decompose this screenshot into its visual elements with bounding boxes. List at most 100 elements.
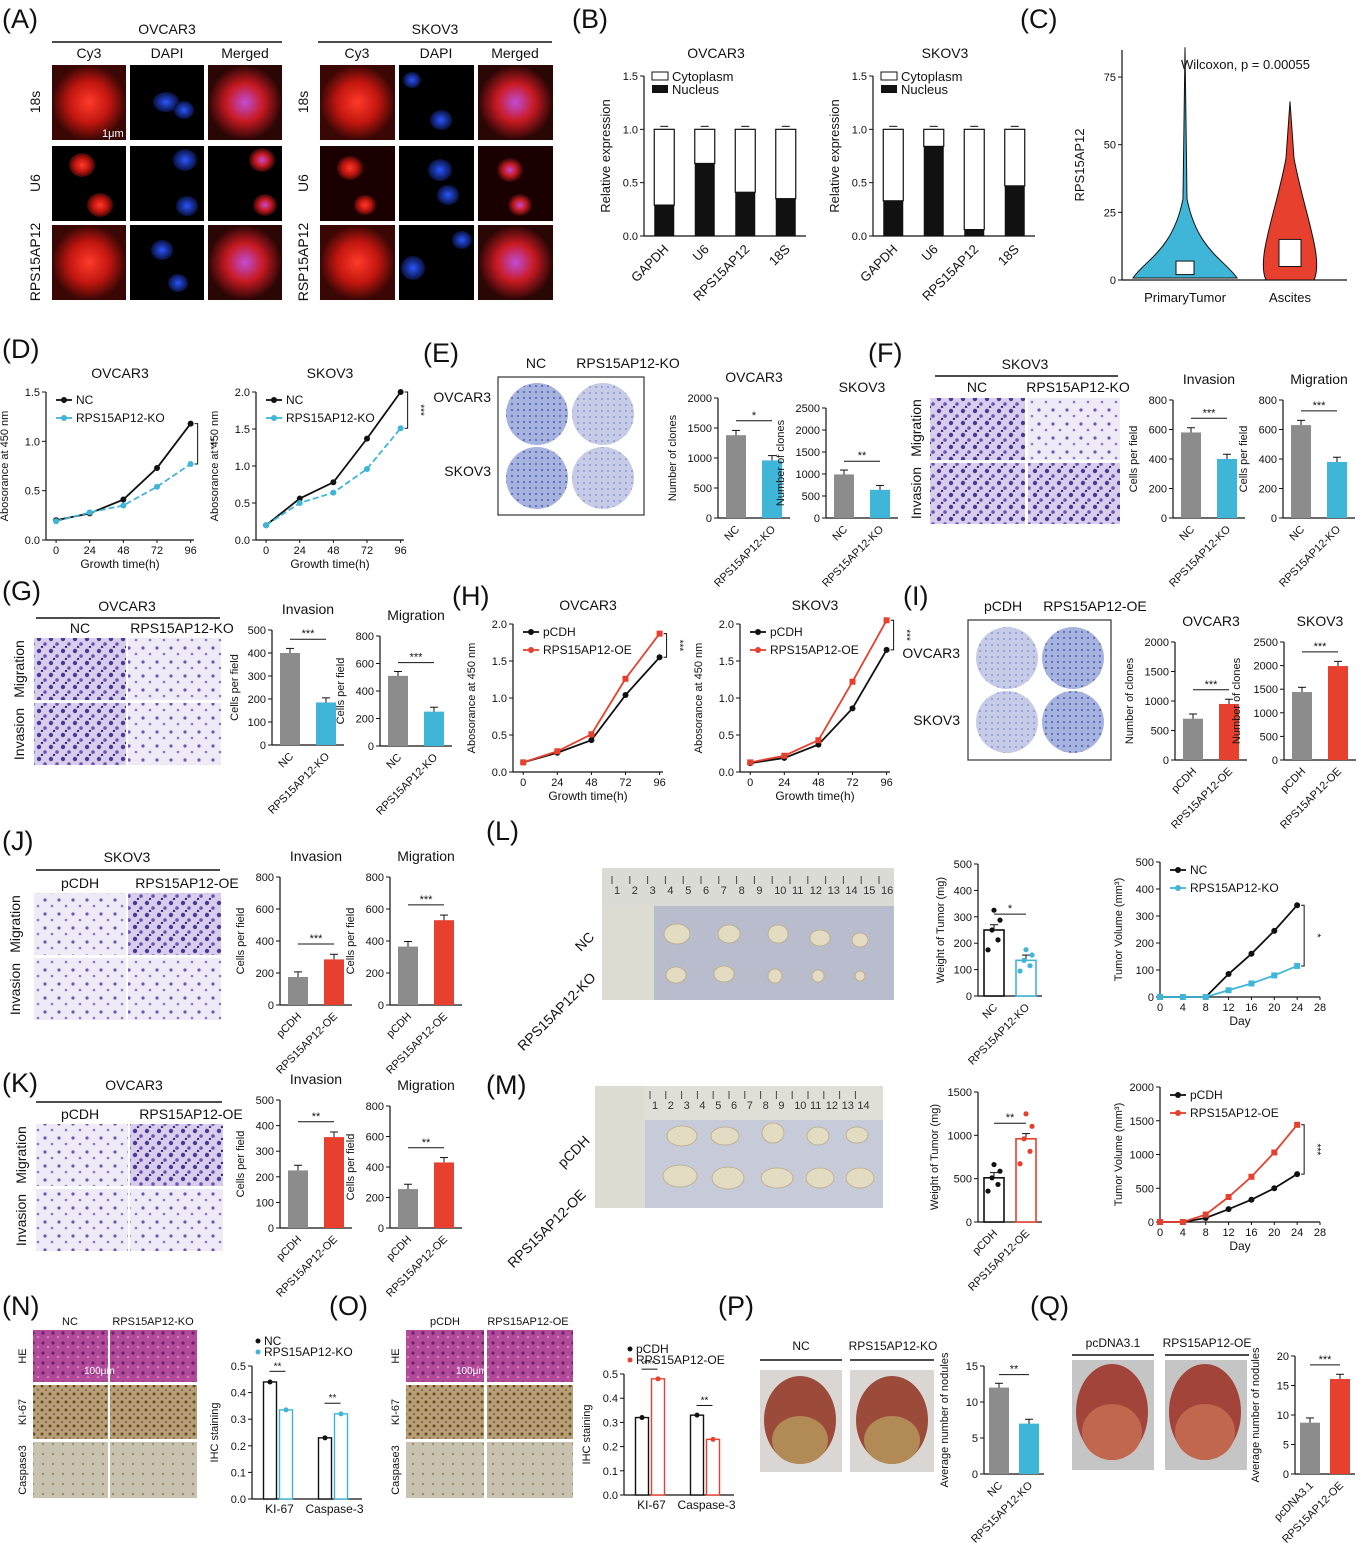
- d-chart-2-ylabel: Abosorance at 450 nm: [209, 411, 221, 522]
- rulerL-tick-label: 5: [685, 885, 691, 897]
- k-chart-2-ylabel: Cells per field: [345, 1134, 357, 1201]
- m-volume-chart-legend-label: RPS15AP12-OE: [1190, 1106, 1279, 1120]
- b-chart-2-bar-cyto: [923, 128, 945, 147]
- b-chart-2-bar-cyto: [1004, 128, 1026, 187]
- rulerL-tick-label: 10: [774, 885, 786, 897]
- k-chart-1-bar: [324, 1137, 344, 1228]
- rulerM-tick-label: 13: [842, 1100, 854, 1112]
- n-chart-sig: **: [329, 1393, 337, 1404]
- a-row-2: U6: [27, 174, 43, 192]
- l-weight-chart-dot: [995, 937, 1001, 943]
- l-volume-chart-ytick-label: 300: [1136, 911, 1154, 923]
- m-volume-chart-sig: ***: [1311, 1144, 1322, 1156]
- o-chart-dot: [710, 1436, 716, 1442]
- g-chart-2-bar: [424, 711, 444, 746]
- n-chart-dot: [267, 1379, 273, 1385]
- b-chart-2-legend-swatch-nuc: [881, 85, 897, 93]
- p-chart-bar: [1019, 1423, 1039, 1474]
- h-chart-1-sig: ***: [674, 640, 685, 652]
- e-col-2: RPS15AP12-KO: [576, 355, 680, 371]
- m-weight-chart-dot: [1023, 1111, 1029, 1117]
- d-chart-2-legend-marker: [271, 415, 277, 421]
- d-chart-1-point: [187, 461, 194, 468]
- e-chart-1-xtick-label: RPS15AP12-KO: [712, 523, 778, 589]
- i-chart-2-ytick-label: 500: [1260, 731, 1278, 743]
- rulerL-tick-label: 1: [614, 885, 620, 897]
- q-chart-ytick-label: 15: [1277, 1381, 1289, 1393]
- panel-label-h: (H): [452, 581, 489, 611]
- d-chart-1-ytick-label: 1.0: [25, 436, 40, 448]
- m-volume-chart-ylabel: Tumor Volume (mm³): [1113, 1103, 1125, 1207]
- e-chart-1-ytick-label: 1000: [688, 453, 712, 465]
- j-chart-2: 0 200 400 600 800 Migration Cells per field pCD…: [345, 848, 462, 1077]
- l-volume-chart-ylabel: Tumor Volume (mm³): [1113, 878, 1125, 982]
- n-col-1: NC: [62, 1316, 78, 1328]
- panel-q-text: pcDNA3.1 RPS15AP12-OE: [1086, 1336, 1252, 1350]
- i-chart-2-bar: [1328, 666, 1348, 760]
- f-chart-1-ytick-label: 800: [1149, 395, 1167, 407]
- f-chart-2: 0 200 400 600 800 Migration Cells per field NCR…: [1238, 371, 1355, 590]
- g-chart-1-sig: ***: [302, 628, 316, 640]
- n-chart-ytick-label: 0.3: [231, 1414, 246, 1426]
- l-volume-chart-point: [1271, 972, 1278, 979]
- b-chart-1-bar-cyto: [694, 128, 716, 165]
- n-chart-xtick-label: KI-67: [265, 1502, 294, 1516]
- m-volume-chart-legend-marker: [1175, 1110, 1181, 1116]
- e-row-1: OVCAR3: [433, 389, 491, 405]
- b-chart-1-bar-nuc: [694, 163, 715, 236]
- h-chart-2-point: [849, 705, 856, 712]
- panel-j-images: [34, 893, 221, 1020]
- e-chart-2-ytick-label: 2500: [796, 403, 820, 415]
- l-volume-chart-xtick-label: 20: [1268, 1002, 1280, 1014]
- j-chart-2-bar: [434, 920, 454, 1005]
- rulerM-tick-label: 11: [810, 1100, 821, 1112]
- h-chart-1-series-line: [522, 656, 661, 764]
- d-chart-2-legend-marker: [271, 397, 277, 403]
- l-volume-chart-sig-bracket: [1301, 904, 1305, 967]
- l-volume-chart-point: [1225, 971, 1232, 978]
- m-volume-chart-sig-bracket: [1301, 1124, 1305, 1175]
- o-chart-dot: [694, 1412, 700, 1418]
- m-volume-chart: 0 500 1000 1500 2000 Tumor Volume (mm³) Day 0 4 8…: [1113, 1082, 1326, 1253]
- b-chart-2-ytick-label: 1.5: [852, 71, 867, 83]
- l-weight-chart: 0 100 200 300 400 500 Weight of Tumor (mg) NCRP…: [935, 859, 1042, 1068]
- g-row-2: Invasion: [11, 708, 27, 760]
- m-volume-chart-xtick-label: 4: [1180, 1227, 1186, 1239]
- i-chart-1-ytick-label: 1500: [1145, 667, 1169, 679]
- panel-m-photo: [595, 1086, 883, 1208]
- e-chart-2-xtick-label: NC: [830, 524, 850, 544]
- l-volume-chart-xtick-label: 0: [1157, 1002, 1163, 1014]
- m-volume-chart-point: [1248, 1196, 1255, 1203]
- e-chart-1-ytick-label: 0: [706, 513, 712, 525]
- panel-label-j: (J): [2, 826, 33, 856]
- panel-l-text: NC RPS15AP12-KO: [514, 929, 599, 1054]
- e-chart-2-bar: [870, 489, 890, 518]
- i-row-1: OVCAR3: [902, 645, 960, 661]
- n-chart-ytick-label: 0.4: [231, 1388, 246, 1400]
- panel-o-images: [406, 1330, 573, 1498]
- l-weight-chart-bar: [1015, 959, 1037, 997]
- h-chart-2-xtick-label: 96: [880, 777, 892, 789]
- h-chart-2-legend-label: RPS15AP12-OE: [770, 643, 859, 657]
- b-chart-2-ylabel: Relative expression: [827, 99, 842, 212]
- b-chart-2-legend-nuc: Nucleus: [901, 82, 948, 97]
- b-chart-1-ylabel: Relative expression: [598, 99, 613, 212]
- n-row-2: KI-67: [17, 1399, 29, 1425]
- rulerM-tick-label: 3: [684, 1100, 690, 1112]
- header-rules: [36, 41, 1249, 1361]
- l-row-2: RPS15AP12-KO: [514, 969, 599, 1054]
- a-col-4: Cy3: [345, 45, 370, 61]
- n-chart-dot: [283, 1407, 289, 1413]
- e-chart-2-bar: [834, 474, 854, 518]
- c-chart-ytick-label: 75: [1104, 72, 1116, 84]
- d-chart-2-sig-bracket: [404, 391, 409, 429]
- m-weight-chart-dot: [1029, 1123, 1035, 1129]
- o-chart-xtick-label: Caspase-3: [677, 1498, 735, 1512]
- d-chart-1-xtick-label: 96: [185, 545, 197, 557]
- k-chart-2-bar: [434, 1162, 454, 1228]
- o-chart-ytick-label: 0.0: [603, 1490, 618, 1502]
- rulerL-tick-label: 9: [756, 885, 762, 897]
- i-chart-1-sig: ***: [1205, 679, 1219, 691]
- l-volume-chart-sig: *: [1311, 934, 1322, 938]
- m-volume-chart-point: [1271, 1149, 1278, 1156]
